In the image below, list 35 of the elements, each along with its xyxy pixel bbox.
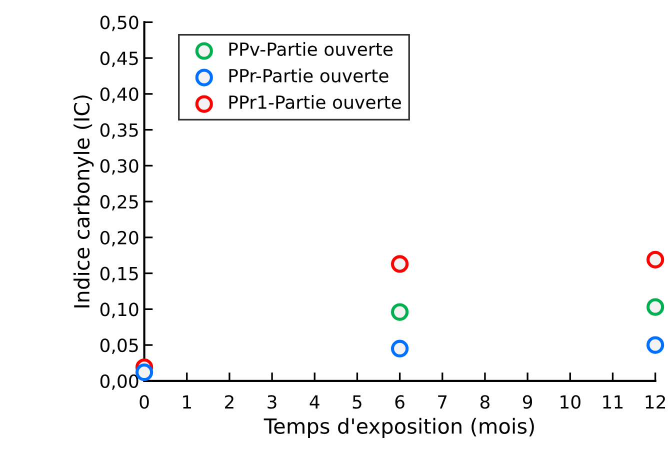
y-tick-label: 0,05 [100,338,138,354]
x-tick-label: 11 [603,395,623,409]
y-tick-label: 0,40 [100,87,138,103]
y-tick-label: 0,25 [100,195,138,211]
y-axis-title: Indice carbonyle (IC) [74,95,94,308]
x-tick-label: 7 [438,395,447,409]
y-tick-label: 0,00 [100,374,138,390]
legend-label: PPv-Partie ouverte [229,42,393,56]
x-tick-label: 4 [310,395,320,409]
x-tick-label: 5 [352,395,362,409]
x-axis-title: Temps d'exposition (mois) [264,418,534,438]
point [390,340,409,358]
point [646,298,664,316]
x-tick-label: 12 [646,395,665,409]
y-tick-label: 0,45 [100,52,138,68]
x-tick-label: 0 [140,395,149,409]
x-tick-label: 3 [268,395,276,409]
y-tick-label: 0,20 [100,230,138,246]
y-tick-label: 0,50 [100,16,138,32]
x-tick-label: 10 [560,395,580,409]
x-tick-label: 6 [395,395,404,409]
y-tick-label: 0,15 [100,266,138,282]
point [646,250,664,268]
legend-label: PPr1-Partie ouverte [229,95,401,109]
legend-label: PPr-Partie ouverte [229,68,388,82]
x-tick-label: 9 [522,395,532,409]
x-tick-label: 1 [183,395,191,409]
point [646,336,664,354]
point [390,303,409,321]
y-tick-label: 0,10 [100,302,138,318]
point [390,255,409,273]
x-tick-label: 2 [225,395,234,409]
y-tick-label: 0,30 [100,159,138,175]
x-tick-label: 8 [480,395,490,409]
y-tick-label: 0,35 [100,123,138,139]
